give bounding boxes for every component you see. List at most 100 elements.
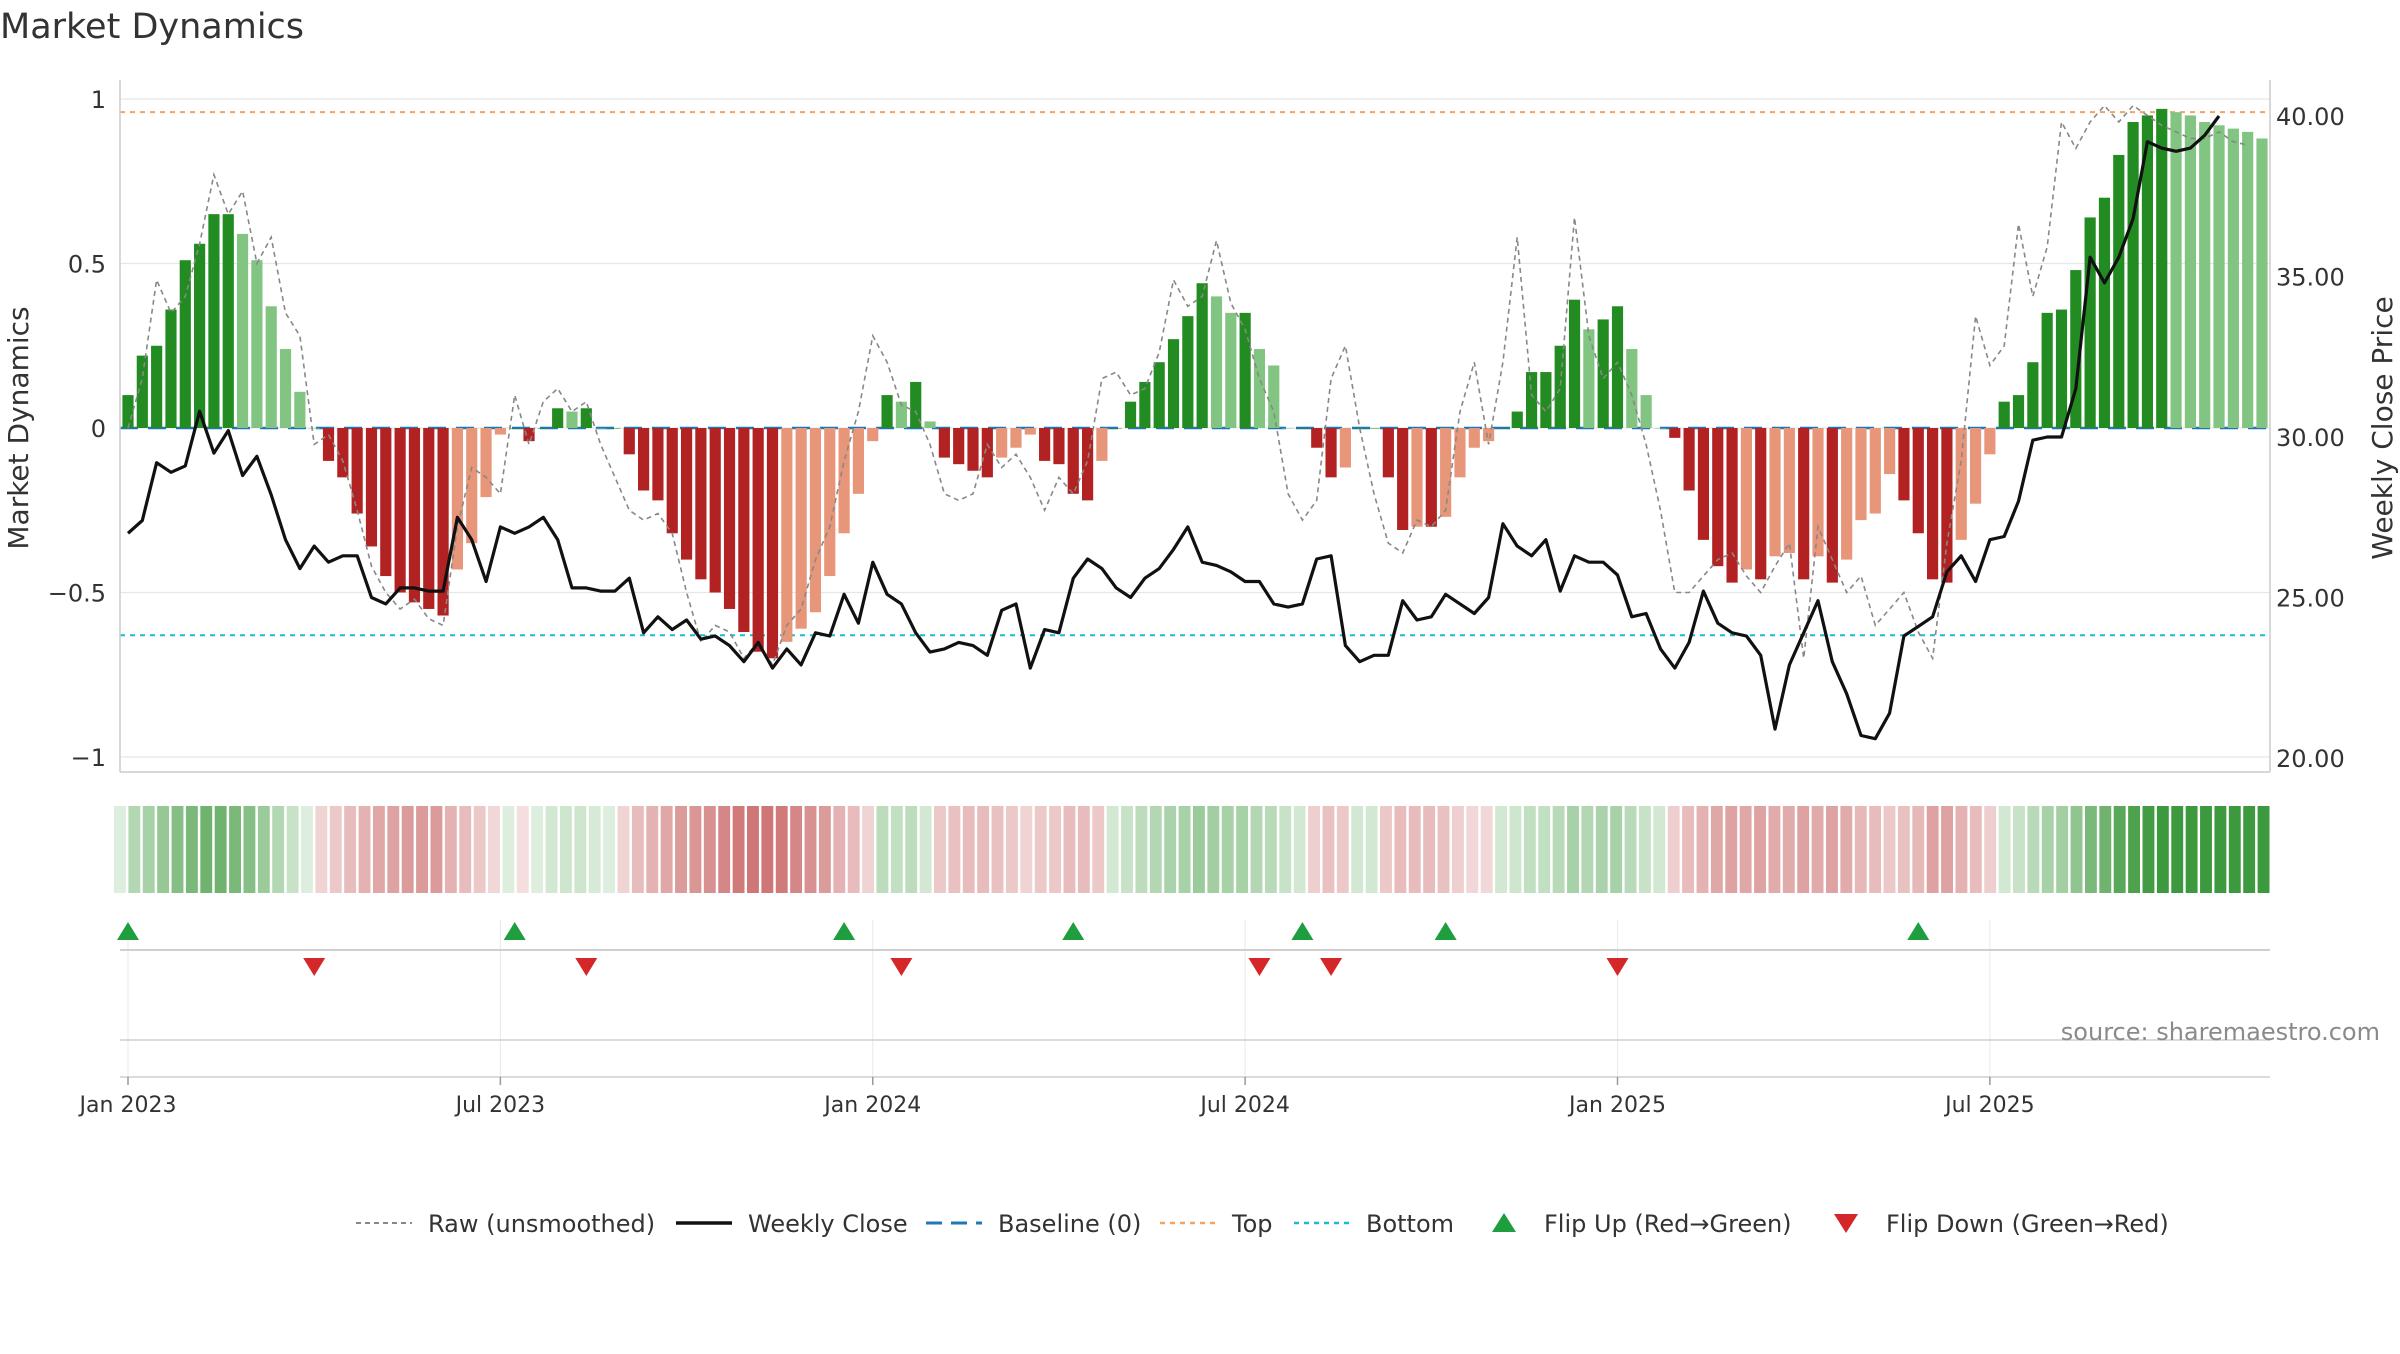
regime-cell (703, 806, 716, 893)
legend-label: Bottom (1366, 1210, 1454, 1238)
md-bar (924, 421, 936, 428)
regime-cell (1034, 806, 1047, 893)
md-bar (595, 428, 607, 429)
regime-cell (1595, 806, 1608, 893)
md-bar (1755, 428, 1767, 580)
md-bar (1153, 362, 1165, 428)
md-bar (2242, 131, 2254, 428)
md-bar (1525, 372, 1538, 428)
regime-cell (1696, 806, 1709, 893)
x-tick-label: Jul 2024 (1198, 1093, 1290, 1118)
flip-down-marker (1248, 958, 1271, 976)
md-bar (194, 243, 206, 428)
regime-cell (1121, 806, 1133, 893)
md-bar (1869, 428, 1881, 514)
regime-cell (157, 806, 170, 893)
regime-cell (2113, 806, 2126, 893)
md-bar (910, 381, 922, 428)
md-bar (1783, 428, 1795, 554)
md-bar (451, 428, 463, 570)
regime-cell (934, 806, 946, 893)
md-bar (680, 428, 693, 560)
regime-cell (502, 806, 515, 893)
md-bar (1611, 306, 1624, 428)
md-bar (867, 428, 879, 442)
md-bar (2055, 309, 2068, 428)
regime-cell (1883, 806, 1896, 893)
regime-cell (516, 806, 529, 893)
md-bar (2184, 115, 2196, 428)
md-bar (2041, 312, 2053, 428)
regime-cell (1624, 806, 1637, 893)
regime-cell (1005, 806, 1018, 893)
regime-strip (114, 806, 2270, 893)
md-bar (1210, 296, 1223, 428)
md-bar (1697, 428, 1710, 540)
y-axis-label-left: Market Dynamics (2, 306, 35, 549)
regime-cell (1523, 806, 1536, 893)
regime-cell (1193, 806, 1205, 893)
y-tick-label-right: 20.00 (2276, 745, 2345, 773)
regime-cell (416, 806, 429, 893)
regime-cell (272, 806, 285, 893)
md-bar (380, 428, 392, 577)
md-bar (809, 428, 822, 613)
md-bar (1325, 428, 1337, 478)
md-bar (251, 260, 263, 428)
regime-cell (1279, 806, 1292, 893)
regime-cell (1840, 806, 1853, 893)
regime-cell (358, 806, 371, 893)
md-bar (1955, 428, 1967, 540)
md-bar (552, 408, 564, 428)
md-bar (1554, 345, 1566, 428)
md-bar (2199, 122, 2211, 428)
regime-cell (488, 806, 500, 893)
x-tick-label: Jan 2023 (78, 1093, 177, 1118)
md-bar (766, 428, 779, 659)
raw-line (127, 104, 2248, 667)
md-bar (2156, 108, 2168, 429)
md-bar (2213, 125, 2225, 428)
md-bar (881, 395, 893, 428)
regime-cell (1480, 806, 1493, 893)
md-bar (1884, 428, 1896, 475)
regime-cell (531, 806, 544, 893)
regime-cell (905, 806, 918, 893)
md-bar (1583, 329, 1595, 428)
regime-cell (1782, 806, 1795, 893)
regime-cell (847, 806, 860, 893)
regime-cell (473, 806, 486, 893)
y-tick-label-left: 1 (91, 86, 106, 114)
bar-series (122, 108, 2268, 659)
md-bar (1726, 428, 1738, 583)
md-bar (1282, 428, 1294, 429)
regime-cell (1365, 806, 1378, 893)
regime-cell (344, 806, 357, 893)
md-bar (1969, 428, 1982, 504)
regime-cell (675, 806, 687, 893)
regime-cell (1725, 806, 1738, 893)
regime-cell (1423, 806, 1436, 893)
md-bar (723, 428, 736, 609)
regime-cell (818, 806, 831, 893)
regime-cell (747, 806, 759, 893)
regime-cell (617, 806, 630, 893)
x-tick-label: Jan 2025 (1567, 1093, 1666, 1118)
regime-cell (2142, 806, 2155, 893)
md-bar (279, 349, 292, 428)
md-bar (122, 395, 134, 428)
md-bar (1311, 428, 1323, 448)
md-bar (1139, 381, 1151, 428)
y-axis-label-right: Weekly Close Price (2366, 296, 2399, 559)
regime-cell (1682, 806, 1695, 893)
md-bar (1397, 428, 1409, 530)
regime-cell (991, 806, 1004, 893)
regime-cell (919, 806, 932, 893)
regime-cell (1236, 806, 1249, 893)
regime-cell (1020, 806, 1033, 893)
regime-cell (372, 806, 385, 893)
regime-cell (1495, 806, 1508, 893)
md-bar (437, 428, 449, 616)
regime-cell (1351, 806, 1364, 893)
regime-cell (1926, 806, 1939, 893)
